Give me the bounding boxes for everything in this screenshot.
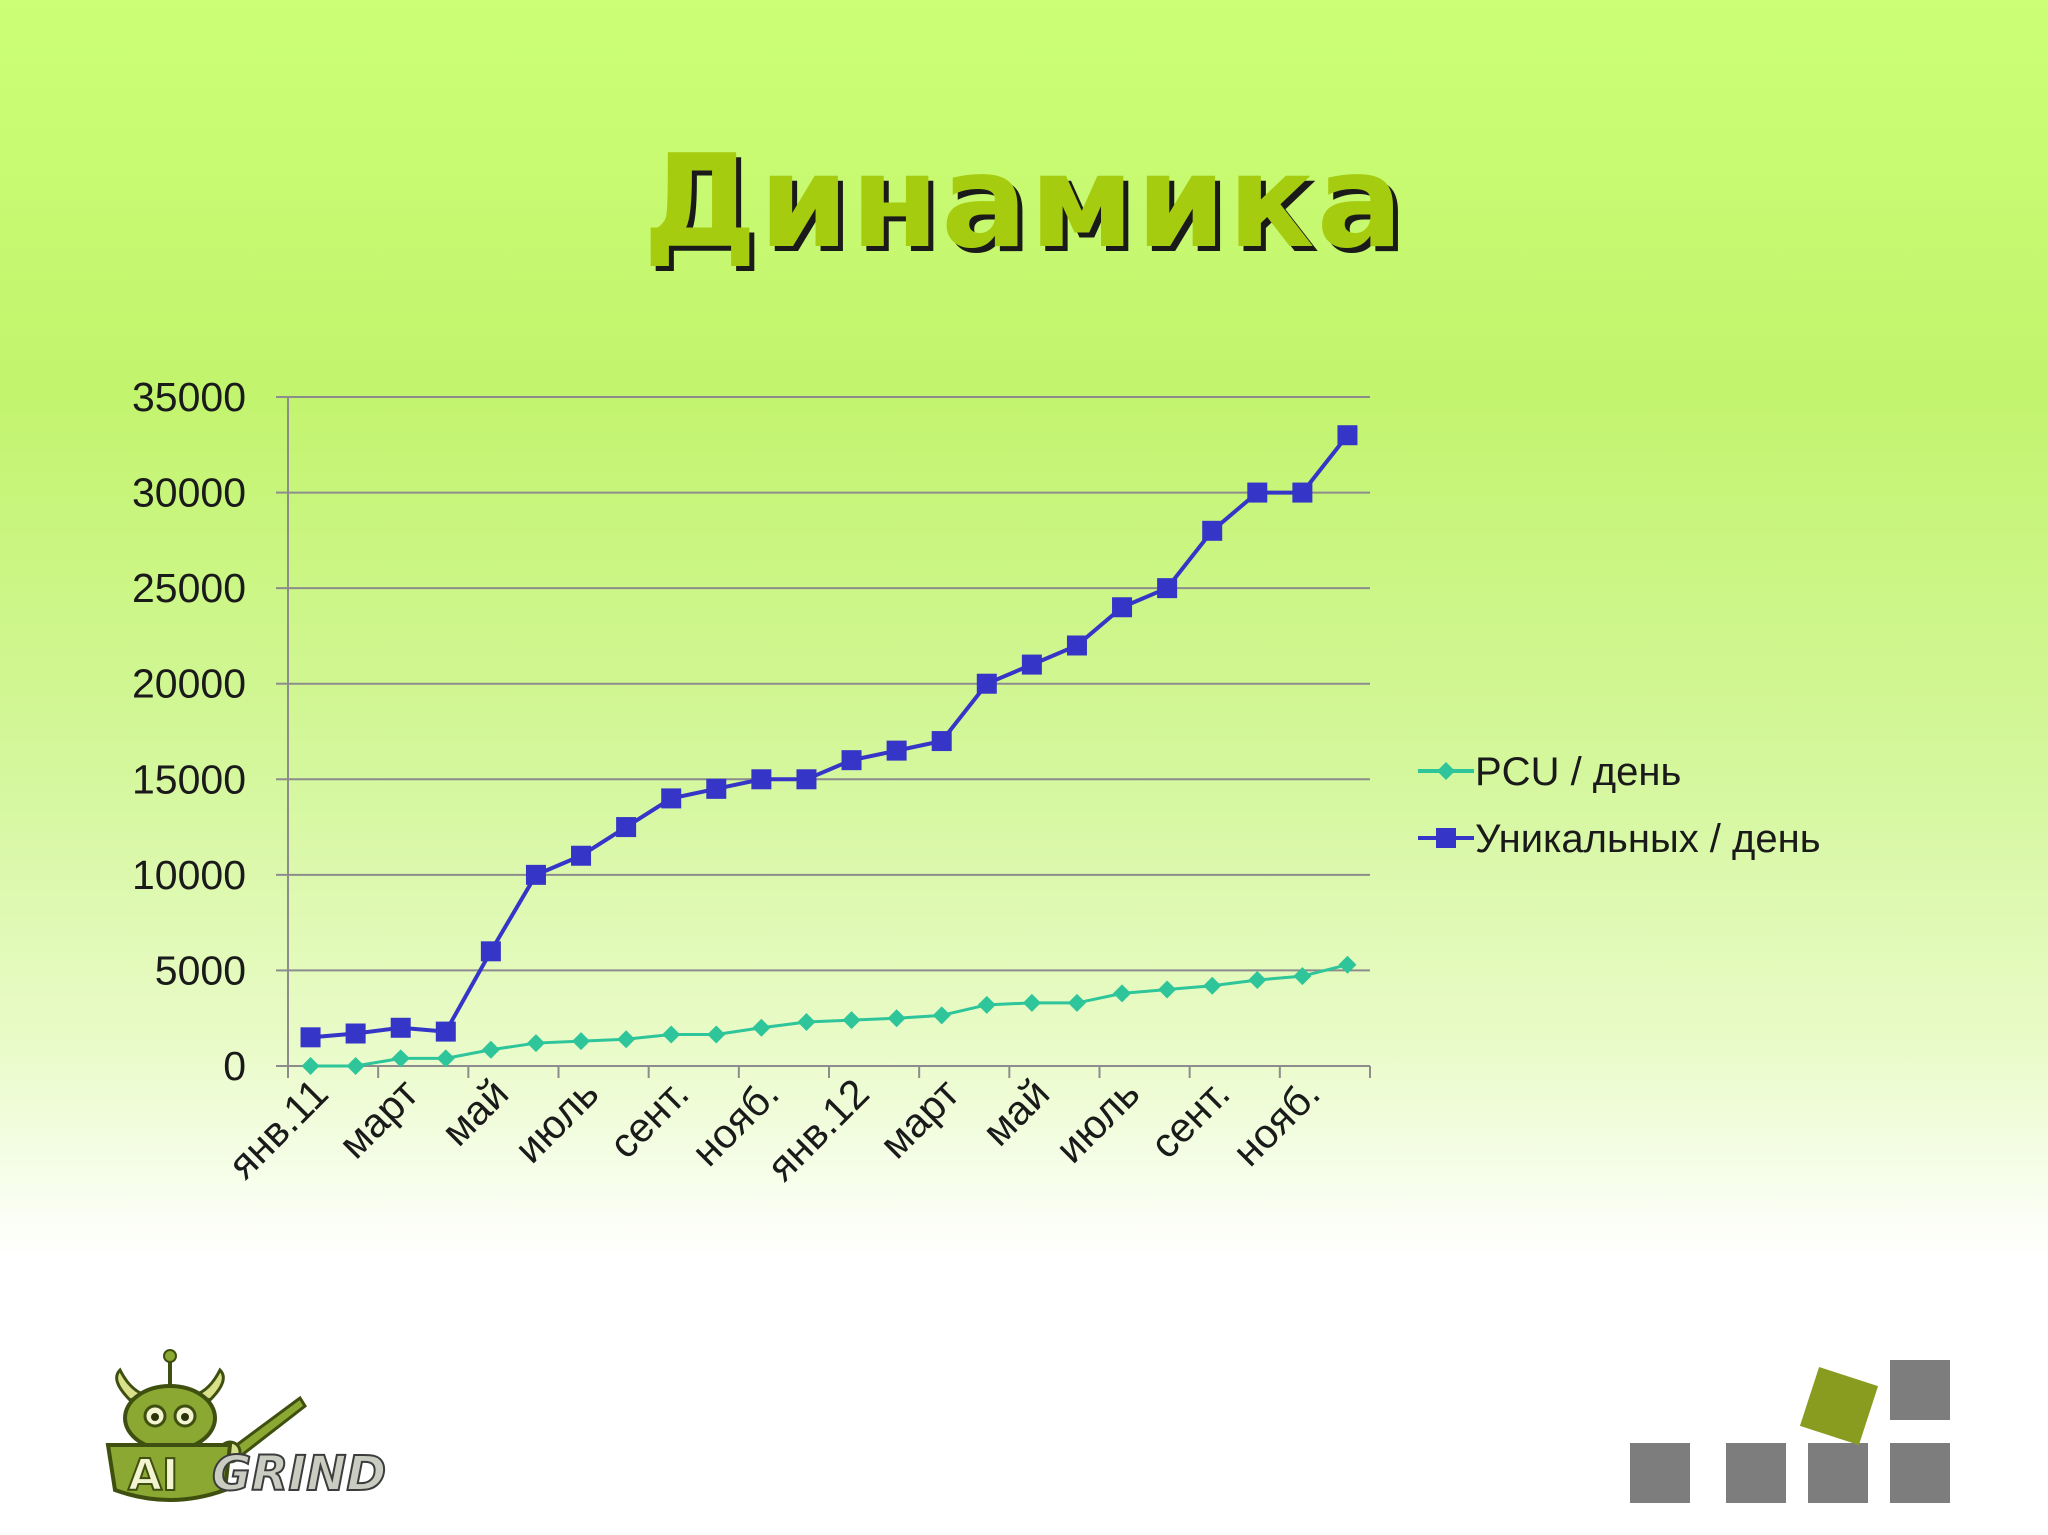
data-point — [1437, 762, 1455, 780]
y-tick-label: 5000 — [155, 947, 246, 993]
y-tick-label: 20000 — [132, 661, 246, 707]
x-tick-label: сент. — [1141, 1070, 1238, 1167]
data-point — [977, 674, 997, 694]
aigrind-logo: AI GRIND — [100, 1340, 400, 1510]
data-point — [1112, 597, 1132, 617]
data-point — [978, 996, 996, 1014]
data-point — [752, 1019, 770, 1037]
x-tick-label: июль — [1047, 1070, 1149, 1172]
y-tick-label: 15000 — [132, 756, 246, 802]
data-point — [887, 741, 907, 761]
data-point — [797, 1013, 815, 1031]
y-tick-label: 35000 — [132, 374, 246, 420]
data-point — [481, 941, 501, 961]
data-point — [526, 865, 546, 885]
series-unique — [301, 425, 1358, 1047]
x-tick-label: май — [973, 1070, 1058, 1155]
data-point — [347, 1057, 365, 1075]
data-point — [617, 1030, 635, 1048]
data-point — [391, 1018, 411, 1038]
y-tick-label: 0 — [223, 1043, 246, 1089]
logo-prefix: AI — [128, 1450, 178, 1501]
data-point — [1337, 425, 1357, 445]
data-point — [572, 1032, 590, 1050]
corner-squares-decoration — [1630, 1355, 1970, 1515]
data-point — [1247, 483, 1267, 503]
data-point — [346, 1024, 366, 1044]
data-point — [1158, 981, 1176, 999]
data-point — [616, 817, 636, 837]
data-point — [392, 1049, 410, 1067]
data-point — [1202, 521, 1222, 541]
logo-wordmark: GRIND — [212, 1446, 386, 1502]
data-point — [1203, 977, 1221, 995]
data-point — [933, 1006, 951, 1024]
legend-label: Уникальных / день — [1475, 817, 1821, 861]
data-point — [1068, 994, 1086, 1012]
y-tick-label: 25000 — [132, 565, 246, 611]
data-point — [482, 1041, 500, 1059]
data-point — [1157, 578, 1177, 598]
data-point — [661, 788, 681, 808]
x-tick-label: март — [330, 1070, 428, 1168]
x-tick-label: нояб. — [1224, 1070, 1329, 1175]
data-point — [662, 1025, 680, 1043]
data-point — [842, 750, 862, 770]
data-point — [706, 779, 726, 799]
chart-legend: PCU / день Уникальных / день — [1418, 750, 1821, 861]
data-point — [1248, 971, 1266, 989]
legend-item: PCU / день — [1418, 750, 1681, 794]
data-point — [796, 769, 816, 789]
data-point — [1022, 655, 1042, 675]
data-point — [1113, 984, 1131, 1002]
x-tick-label: май — [432, 1070, 517, 1155]
data-point — [1067, 635, 1087, 655]
chart-gridlines — [288, 397, 1370, 970]
data-point — [1292, 483, 1312, 503]
y-tick-label: 10000 — [132, 852, 246, 898]
data-point — [1023, 994, 1041, 1012]
x-tick-label: март — [871, 1070, 969, 1168]
x-tick-label: июль — [506, 1070, 608, 1172]
data-point — [751, 769, 771, 789]
data-point — [436, 1022, 456, 1042]
data-point — [527, 1034, 545, 1052]
series-pcu — [302, 956, 1357, 1075]
data-point — [932, 731, 952, 751]
data-point — [571, 846, 591, 866]
data-point — [843, 1011, 861, 1029]
series-line — [311, 965, 1348, 1066]
data-point — [707, 1025, 725, 1043]
chart-series — [301, 425, 1358, 1075]
data-point — [1436, 828, 1456, 848]
legend-label: PCU / день — [1475, 750, 1681, 794]
x-tick-label: янв.12 — [758, 1070, 878, 1190]
legend-item: Уникальных / день — [1418, 817, 1821, 861]
y-tick-label: 30000 — [132, 470, 246, 516]
data-point — [301, 1027, 321, 1047]
x-tick-label: сент. — [600, 1070, 697, 1167]
series-line — [311, 435, 1348, 1037]
data-point — [888, 1009, 906, 1027]
data-point — [437, 1049, 455, 1067]
